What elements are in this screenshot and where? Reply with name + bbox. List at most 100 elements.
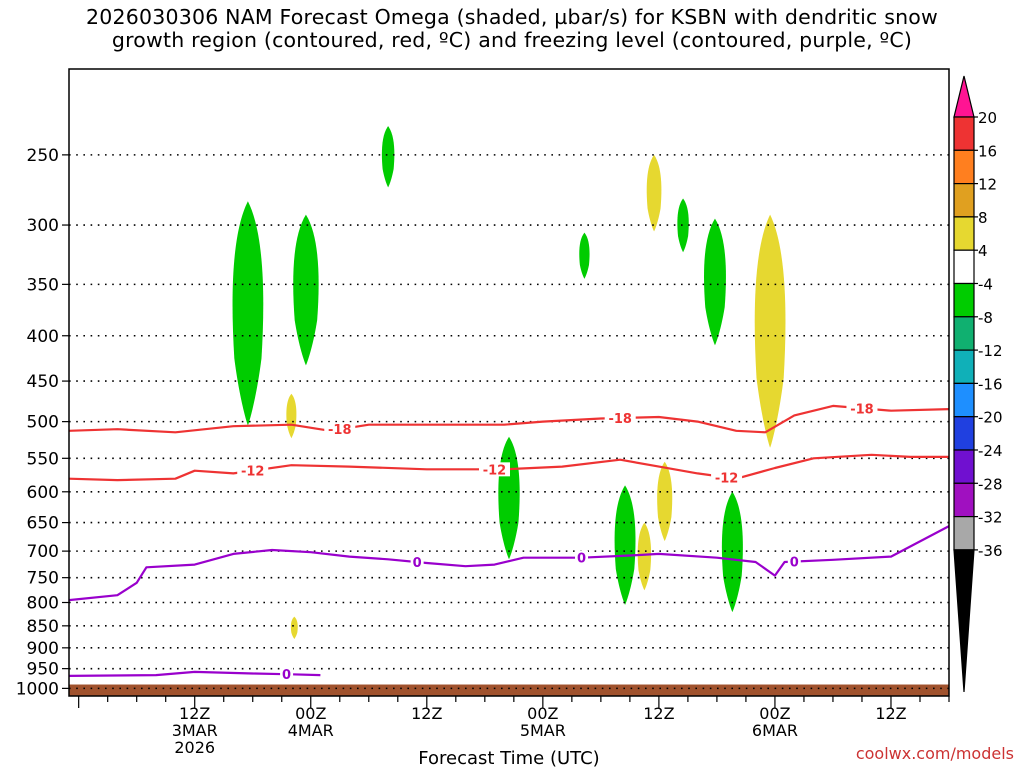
- y-tick-450: 450: [27, 372, 59, 392]
- terrain-fill: [69, 684, 949, 696]
- contour-label-bg: [575, 550, 589, 565]
- colorbar-label-13: -36: [978, 542, 1003, 560]
- contour-label-bg: [478, 462, 510, 477]
- colorbar: 20 16 12 8 4 -4 -8 -12 -16 -20 -24 -28 -32 -36: [953, 75, 1003, 693]
- contour-label-bg: [787, 554, 801, 569]
- x-tick-label-3-0: 00Z: [527, 704, 558, 723]
- colorbar-label-1: 16: [978, 142, 997, 160]
- contour-label-bg: [711, 470, 743, 485]
- x-tick-label-3-1: 5MAR: [520, 721, 566, 740]
- contour-label-freezing_level_0-1: 0: [577, 552, 586, 567]
- colorbar-label-2: 12: [978, 176, 997, 194]
- colorbar-swatch-3: [953, 183, 975, 218]
- contour-freezing_level_0: [68, 525, 950, 602]
- contour-dgz_minus18: [68, 404, 950, 434]
- colorbar-swatch-4: [953, 216, 975, 251]
- omega-shading: [232, 126, 786, 640]
- contour-label-freezing_level_0-0: 0: [413, 556, 422, 571]
- contour-label-dgz_minus18-0: -18: [328, 423, 352, 438]
- y-tick-700: 700: [27, 542, 59, 562]
- x-tick-label-0-0: 12Z: [179, 704, 210, 723]
- omega-region-12: [637, 522, 652, 591]
- y-tick-650: 650: [27, 514, 59, 534]
- colorbar-swatch-9: [953, 382, 975, 418]
- credit-text: coolwx.com/models: [855, 744, 1014, 763]
- colorbar-swatch-11: [953, 449, 975, 484]
- omega-region-11: [646, 154, 662, 232]
- contour-label-dgz_minus12-1: -12: [483, 463, 507, 478]
- colorbar-swatch-1: [953, 116, 975, 151]
- terrain: [69, 684, 949, 696]
- contour-label-dgz_minus12-2: -12: [715, 471, 739, 486]
- y-tick-750: 750: [27, 569, 59, 589]
- contour-freezing_level_0_low: [68, 670, 321, 677]
- omega-region-5: [614, 485, 636, 605]
- contour-label-dgz_minus18-1: -18: [608, 412, 632, 427]
- colorbar-swatch-8: [953, 349, 975, 385]
- contour-label-dgz_minus12-0: -12: [241, 465, 265, 480]
- colorbar-label-7: -12: [978, 342, 1003, 360]
- x-tick-label-0-1: 3MAR: [172, 721, 218, 740]
- colorbar-swatch-10: [953, 416, 975, 451]
- contour-label-bg: [846, 401, 878, 416]
- contour-label-bg: [324, 422, 356, 437]
- omega-region-9: [286, 393, 297, 439]
- chart-title: 2026030306 NAM Forecast Omega (shaded, µ…: [0, 6, 1024, 52]
- colorbar-swatch-7: [953, 316, 975, 351]
- grid-lines: [69, 154, 949, 690]
- colorbar-label-9: -20: [978, 409, 1003, 427]
- colorbar-label-11: -28: [978, 475, 1003, 493]
- contours: -12 -12 -12 -18 -18 -18 0 0 0 0: [68, 401, 950, 683]
- x-tick-label-2-0: 12Z: [411, 704, 442, 723]
- y-tick-500: 500: [27, 413, 59, 433]
- chart-title-line2: growth region (contoured, red, ºC) and f…: [111, 28, 913, 52]
- colorbar-label-5: -4: [978, 276, 993, 294]
- colorbar-swatch-13: [953, 515, 975, 551]
- colorbar-label-6: -8: [978, 309, 993, 327]
- colorbar-label-8: -16: [978, 375, 1003, 393]
- x-tick-label-4-0: 12Z: [643, 704, 674, 723]
- contour-label-freezing_level_0_low-0: 0: [282, 668, 291, 683]
- y-tick-300: 300: [27, 216, 59, 236]
- colorbar-top-arrow: [953, 75, 975, 118]
- y-tick-400: 400: [27, 327, 59, 347]
- colorbar-bottom-arrow: [953, 549, 975, 693]
- omega-region-3: [498, 436, 520, 560]
- chart-title-line1: 2026030306 NAM Forecast Omega (shaded, µ…: [86, 5, 938, 29]
- colorbar-swatch-2: [953, 149, 975, 185]
- y-tick-600: 600: [27, 483, 59, 503]
- colorbar-swatch-12: [953, 482, 975, 518]
- x-axis-label: Forecast Time (UTC): [418, 748, 599, 768]
- y-tick-850: 850: [27, 617, 59, 637]
- contour-label-bg: [280, 667, 294, 682]
- omega-region-13: [657, 461, 673, 542]
- contour-label-dgz_minus18-2: -18: [850, 402, 874, 417]
- y-axis: 2503003504004505005506006507007508008509…: [16, 146, 69, 699]
- y-tick-1000: 1000: [16, 679, 59, 699]
- colorbar-label-12: -32: [978, 509, 1003, 527]
- omega-region-4: [579, 232, 590, 279]
- colorbar-label-3: 8: [978, 209, 988, 227]
- contour-label-bg: [410, 555, 424, 570]
- y-tick-950: 950: [27, 660, 59, 680]
- y-tick-550: 550: [27, 449, 59, 469]
- omega-region-2: [381, 126, 395, 188]
- y-tick-250: 250: [27, 146, 59, 166]
- colorbar-label-4: 4: [978, 242, 988, 260]
- y-tick-900: 900: [27, 639, 59, 659]
- omega-region-14: [754, 214, 786, 448]
- y-tick-350: 350: [27, 275, 59, 295]
- contour-label-freezing_level_0-2: 0: [790, 556, 799, 571]
- colorbar-label-10: -24: [978, 442, 1003, 460]
- plot-frame: [68, 68, 950, 697]
- x-tick-label-5-0: 00Z: [759, 704, 790, 723]
- omega-region-0: [232, 201, 264, 426]
- x-tick-label-5-1: 6MAR: [752, 721, 798, 740]
- colorbar-label-0: 20: [978, 109, 997, 127]
- omega-region-7: [704, 218, 726, 346]
- x-tick-label-0-2: 2026: [174, 738, 215, 757]
- x-tick-label-1-0: 00Z: [295, 704, 326, 723]
- contour-label-bg: [604, 411, 636, 426]
